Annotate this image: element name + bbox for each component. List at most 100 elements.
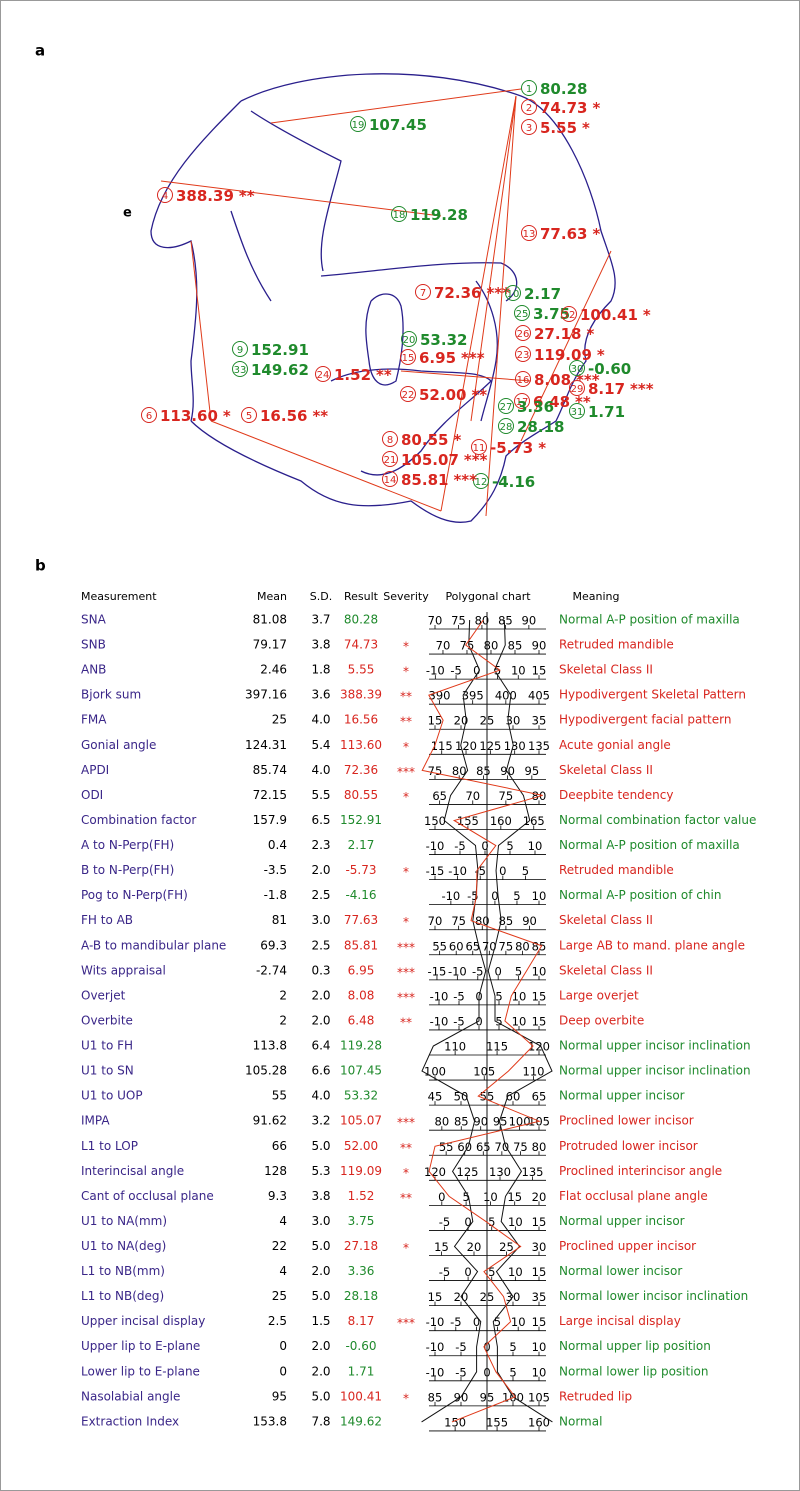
point-label: e	[123, 206, 132, 221]
sd-low-line	[421, 619, 487, 1423]
chart-tick-label: 80	[475, 914, 490, 928]
chart-tick-label: 20	[532, 1190, 547, 1204]
chart-tick-label: -5	[453, 1014, 464, 1028]
marker-circle	[141, 407, 157, 423]
ref-line	[485, 95, 517, 517]
result: 113.60	[340, 738, 382, 752]
chart-tick-label: 15	[507, 1190, 522, 1204]
chart-tick-label: 10	[532, 964, 547, 978]
chart-tick-label: 400	[495, 689, 517, 703]
chart-tick-label: 5	[522, 864, 529, 878]
meaning: Normal lower incisor	[559, 1264, 682, 1278]
table-header: Severity	[383, 590, 429, 603]
meaning: Normal combination factor value	[559, 813, 756, 827]
chart-tick-label: 55	[432, 939, 447, 953]
chart-tick-label: 30	[532, 1240, 547, 1254]
chart-tick-label: 75	[451, 914, 466, 928]
annotation-value: 152.91	[251, 341, 309, 359]
ref-line	[470, 95, 517, 422]
marker-circle	[498, 398, 514, 414]
meaning: Normal upper incisor inclination	[559, 1039, 751, 1053]
chart-tick-label: 5	[506, 839, 513, 853]
marker-circle	[400, 386, 416, 402]
annotation: -0.60	[588, 360, 631, 378]
chart-tick-label: 70	[428, 614, 443, 628]
chart-tick-label: 135	[522, 1165, 544, 1179]
annotation-value: 2.17	[524, 285, 561, 303]
measurement: SNB	[81, 638, 106, 652]
annotation-value: 85.81	[401, 471, 448, 489]
sd: 5.4	[311, 738, 330, 752]
chart-tick-label: 405	[528, 689, 550, 703]
marker-number: 23	[517, 350, 530, 361]
measurement: SNA	[81, 613, 107, 627]
annotation-value: 1.71	[588, 403, 625, 421]
marker-number: 9	[237, 345, 243, 356]
mean: 95	[272, 1389, 287, 1403]
marker-circle	[514, 305, 530, 321]
chart-tick-label: 80	[532, 1140, 547, 1154]
annotation: 85.81 ***	[401, 471, 477, 489]
measurement: Nasolabial angle	[81, 1389, 180, 1403]
meaning: Skeletal Class II	[559, 763, 653, 777]
sd: 2.5	[311, 938, 330, 952]
sd: 2.0	[311, 1264, 330, 1278]
sd: 3.6	[311, 688, 330, 702]
marker-circle	[521, 119, 537, 135]
meaning: Normal lower lip position	[559, 1364, 708, 1378]
measurement: U1 to FH	[81, 1039, 133, 1053]
chart-tick-label: 15	[428, 1290, 443, 1304]
annotation-value: 8.17	[588, 380, 625, 398]
chart-tick-label: 25	[499, 1240, 514, 1254]
marker-circle	[514, 393, 530, 409]
result: 6.48	[348, 1013, 375, 1027]
annotation: 8.17 ***	[588, 380, 654, 398]
chart-tick-label: 0	[464, 1215, 471, 1229]
annotation: 3.36	[517, 398, 554, 416]
severity: **	[400, 1015, 412, 1029]
measurement: FMA	[81, 713, 107, 727]
chart-tick-label: 85	[428, 1390, 443, 1404]
annotation: -4.16	[492, 473, 535, 491]
chart-tick-label: 70	[495, 1140, 510, 1154]
sd: 2.0	[311, 863, 330, 877]
annotation: 5.55 *	[540, 119, 590, 137]
chart-tick-label: -10	[426, 839, 445, 853]
sd: 5.3	[311, 1164, 330, 1178]
tracing	[150, 73, 616, 523]
chart-tick-label: 10	[512, 1014, 527, 1028]
chart-tick-label: 100	[509, 1115, 531, 1129]
table-header: Meaning	[573, 590, 620, 603]
sd: 3.2	[311, 1114, 330, 1128]
measurement: Pog to N-Perp(FH)	[81, 888, 188, 902]
marker-number: 20	[403, 335, 416, 346]
annotation-value: -0.60	[588, 360, 631, 378]
annotation: 72.36 ***	[434, 284, 510, 302]
chart-tick-label: 35	[532, 714, 547, 728]
mean: 2.5	[268, 1314, 287, 1328]
sd: 2.3	[311, 838, 330, 852]
mean: 0	[279, 1364, 287, 1378]
chart-tick-label: 20	[467, 1240, 482, 1254]
meaning: Skeletal Class II	[559, 963, 653, 977]
measurement: FH to AB	[81, 913, 133, 927]
meaning: Proclined lower incisor	[559, 1114, 694, 1128]
result: 119.28	[340, 1039, 382, 1053]
chart-tick-label: 110	[444, 1040, 466, 1054]
chart-tick-label: 65	[432, 789, 447, 803]
mean: 153.8	[253, 1414, 287, 1428]
ref-line	[210, 420, 442, 512]
result: 80.55	[344, 788, 378, 802]
annotation: 113.60 *	[160, 407, 231, 425]
chart-tick-label: 155	[457, 814, 479, 828]
chart-tick-label: 100	[424, 1065, 446, 1079]
annotation: 28.18	[517, 418, 564, 436]
chart-tick-label: 80	[532, 789, 547, 803]
measurement: Extraction Index	[81, 1414, 179, 1428]
marker-circle	[521, 225, 537, 241]
result: 2.17	[348, 838, 375, 852]
annotation-value: 6.48	[533, 393, 570, 411]
reference-lines	[160, 88, 612, 517]
marker-circle	[350, 116, 366, 132]
measurement: Upper lip to E-plane	[81, 1339, 200, 1353]
